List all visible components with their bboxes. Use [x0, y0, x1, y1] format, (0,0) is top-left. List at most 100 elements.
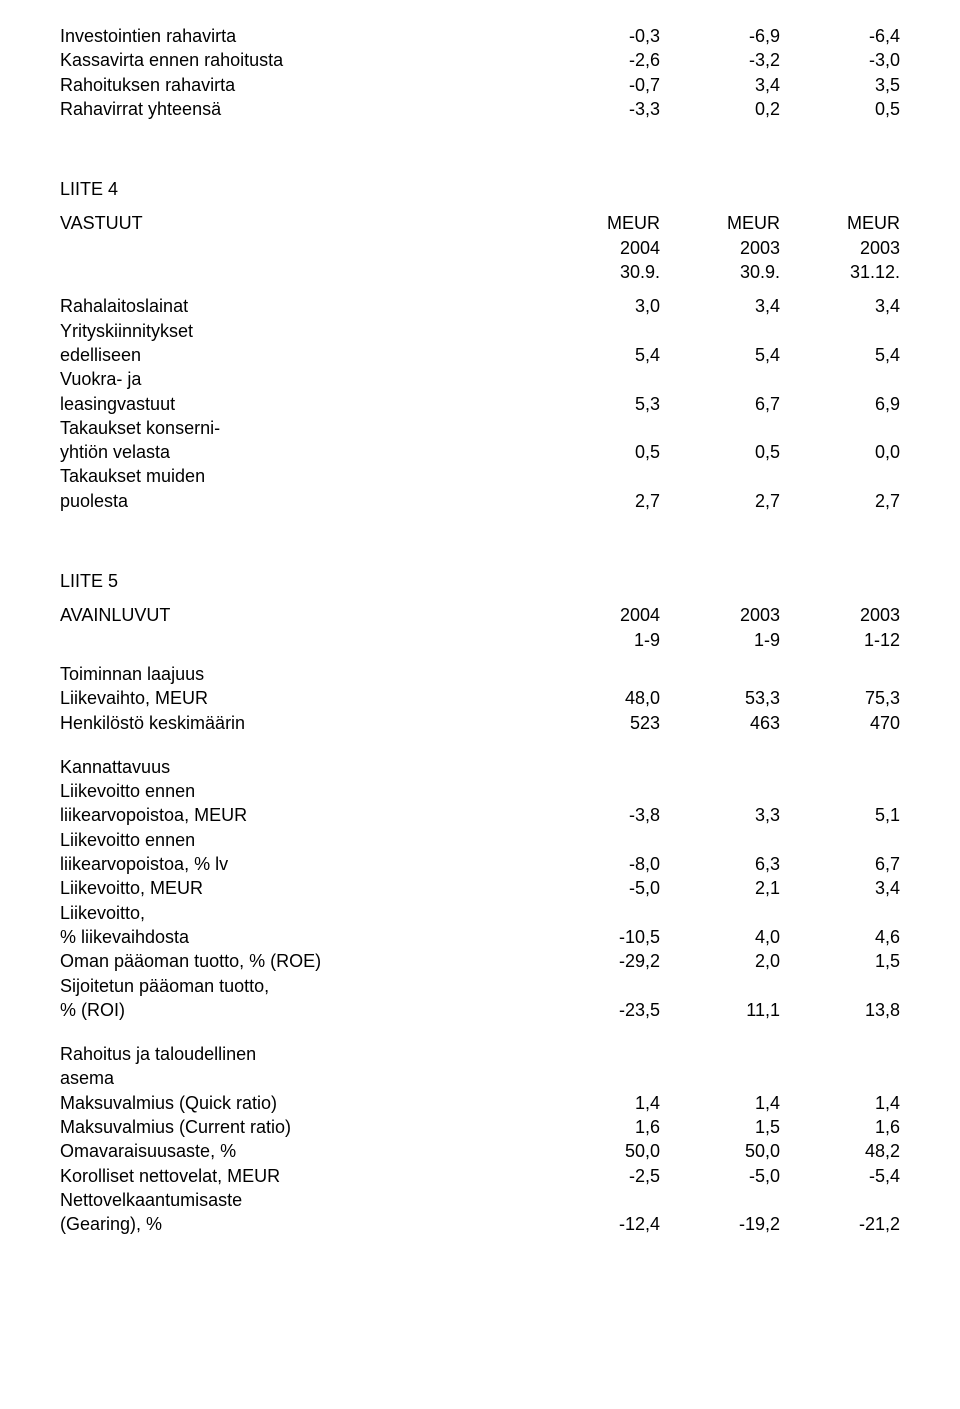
cell: 6,9: [780, 392, 900, 416]
group-heading: Rahoitus ja taloudellinen: [60, 1042, 900, 1066]
table-row: Rahavirrat yhteensä -3,3 0,2 0,5: [60, 97, 900, 121]
row-label: Rahoituksen rahavirta: [60, 73, 540, 97]
col-head: MEUR: [660, 211, 780, 235]
cell: -0,3: [540, 24, 660, 48]
table-row: Sijoitetun pääoman tuotto,: [60, 974, 900, 998]
col-head: 30.9.: [540, 260, 660, 284]
cell: 4,6: [780, 925, 900, 949]
cell: 4,0: [660, 925, 780, 949]
row-label: Maksuvalmius (Current ratio): [60, 1115, 540, 1139]
cell: 0,2: [660, 97, 780, 121]
row-label: Henkilöstö keskimäärin: [60, 711, 540, 735]
cell: -5,4: [780, 1164, 900, 1188]
cell: 3,0: [540, 294, 660, 318]
table-row: Liikevoitto ennen: [60, 779, 900, 803]
cell: -10,5: [540, 925, 660, 949]
table-row: yhtiön velasta 0,5 0,5 0,0: [60, 440, 900, 464]
cell: 48,0: [540, 686, 660, 710]
group-heading-line2: asema: [60, 1066, 900, 1090]
cell: 50,0: [660, 1139, 780, 1163]
cell: 3,5: [780, 73, 900, 97]
col-head: 1-12: [780, 628, 900, 652]
cell: 13,8: [780, 998, 900, 1022]
row-label: Oman pääoman tuotto, % (ROE): [60, 949, 540, 973]
col-head: 30.9.: [660, 260, 780, 284]
col-head: 31.12.: [780, 260, 900, 284]
cell: 5,4: [660, 343, 780, 367]
cell: -5,0: [540, 876, 660, 900]
cell: 0,5: [540, 440, 660, 464]
row-label: Nettovelkaantumisaste: [60, 1188, 900, 1212]
col-head: MEUR: [540, 211, 660, 235]
liite5-header-row2: 1-9 1-9 1-12: [60, 628, 900, 652]
table-row: Kassavirta ennen rahoitusta -2,6 -3,2 -3…: [60, 48, 900, 72]
table-row: edelliseen 5,4 5,4 5,4: [60, 343, 900, 367]
table-row: liikearvopoistoa, % lv -8,0 6,3 6,7: [60, 852, 900, 876]
cell: 1,4: [660, 1091, 780, 1115]
row-label: (Gearing), %: [60, 1212, 540, 1236]
cell: -8,0: [540, 852, 660, 876]
col-head: 2004: [540, 236, 660, 260]
table-row: Rahoituksen rahavirta -0,7 3,4 3,5: [60, 73, 900, 97]
table-row: % liikevaihdosta -10,5 4,0 4,6: [60, 925, 900, 949]
table-row: Takaukset muiden: [60, 464, 900, 488]
table-row: Rahalaitoslainat 3,0 3,4 3,4: [60, 294, 900, 318]
cell: 2,1: [660, 876, 780, 900]
table-row: Liikevoitto,: [60, 901, 900, 925]
cell: 6,7: [780, 852, 900, 876]
cell: 53,3: [660, 686, 780, 710]
table-row: Oman pääoman tuotto, % (ROE) -29,2 2,0 1…: [60, 949, 900, 973]
cell: 11,1: [660, 998, 780, 1022]
row-label: liikearvopoistoa, % lv: [60, 852, 540, 876]
row-label: leasingvastuut: [60, 392, 540, 416]
table-row: Maksuvalmius (Quick ratio) 1,4 1,4 1,4: [60, 1091, 900, 1115]
cell: 0,0: [780, 440, 900, 464]
cell: 5,3: [540, 392, 660, 416]
col-head: 1-9: [660, 628, 780, 652]
row-label: Yrityskiinnitykset: [60, 319, 900, 343]
col-head: MEUR: [780, 211, 900, 235]
row-label: Liikevaihto, MEUR: [60, 686, 540, 710]
row-label: Rahavirrat yhteensä: [60, 97, 540, 121]
cell: 2,7: [540, 489, 660, 513]
table-row: Takaukset konserni-: [60, 416, 900, 440]
group-heading: Kannattavuus: [60, 755, 900, 779]
row-label: Korolliset nettovelat, MEUR: [60, 1164, 540, 1188]
row-label: Kassavirta ennen rahoitusta: [60, 48, 540, 72]
cell: 2,0: [660, 949, 780, 973]
cell: 470: [780, 711, 900, 735]
col-head: 2003: [660, 603, 780, 627]
cell: 523: [540, 711, 660, 735]
cell: 5,4: [540, 343, 660, 367]
row-label: Takaukset muiden: [60, 464, 900, 488]
cell: 3,4: [780, 876, 900, 900]
table-row: Liikevaihto, MEUR 48,0 53,3 75,3: [60, 686, 900, 710]
table-row: Vuokra- ja: [60, 367, 900, 391]
row-label: % (ROI): [60, 998, 540, 1022]
table-row: Korolliset nettovelat, MEUR -2,5 -5,0 -5…: [60, 1164, 900, 1188]
cell: 50,0: [540, 1139, 660, 1163]
cell: -2,5: [540, 1164, 660, 1188]
top-block: Investointien rahavirta -0,3 -6,9 -6,4 K…: [60, 24, 900, 121]
cell: 1,6: [540, 1115, 660, 1139]
col-head: 1-9: [540, 628, 660, 652]
cell: 1,4: [780, 1091, 900, 1115]
cell: 0,5: [780, 97, 900, 121]
table-row: liikearvopoistoa, MEUR -3,8 3,3 5,1: [60, 803, 900, 827]
cell: -19,2: [660, 1212, 780, 1236]
table-row: leasingvastuut 5,3 6,7 6,9: [60, 392, 900, 416]
cell: 3,4: [780, 294, 900, 318]
cell: -3,8: [540, 803, 660, 827]
row-label: Omavaraisuusaste, %: [60, 1139, 540, 1163]
table-row: Investointien rahavirta -0,3 -6,9 -6,4: [60, 24, 900, 48]
cell: 1,5: [780, 949, 900, 973]
table-row: Yrityskiinnitykset: [60, 319, 900, 343]
col-head: 2003: [780, 603, 900, 627]
table-row: % (ROI) -23,5 11,1 13,8: [60, 998, 900, 1022]
cell: 1,5: [660, 1115, 780, 1139]
row-label: % liikevaihdosta: [60, 925, 540, 949]
table-row: Maksuvalmius (Current ratio) 1,6 1,5 1,6: [60, 1115, 900, 1139]
cell: 2,7: [660, 489, 780, 513]
cell: -21,2: [780, 1212, 900, 1236]
liite4-header-row1: VASTUUT MEUR MEUR MEUR: [60, 211, 900, 235]
